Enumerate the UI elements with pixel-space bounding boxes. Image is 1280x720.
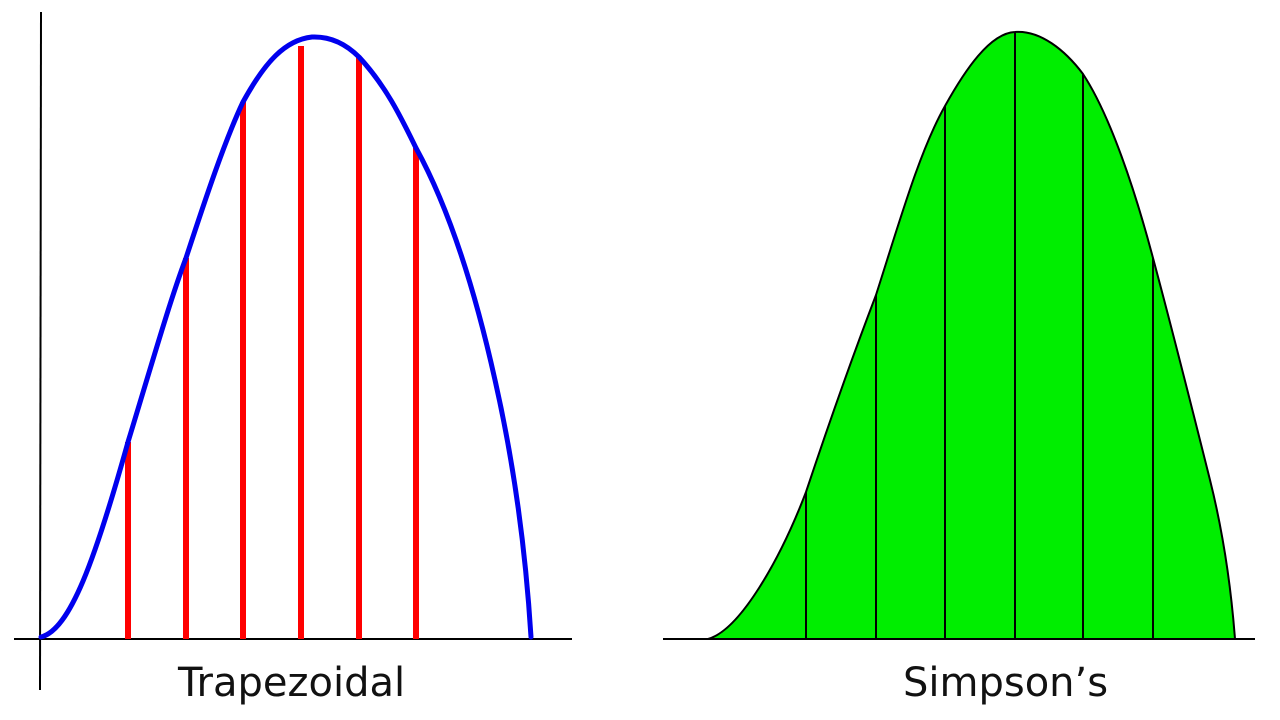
simpsons-panel [663, 30, 1255, 640]
simpsons-area [707, 30, 1237, 640]
trapezoidal-curve [38, 34, 534, 640]
trapezoidal-panel [14, 11, 572, 691]
trapezoidal-y-axis [39, 11, 42, 691]
trapezoidal-ordinates [125, 46, 419, 639]
simpsons-ordinates [805, 32, 1154, 639]
trapezoidal-label: Trapezoidal [178, 660, 406, 706]
simpsons-label: Simpson’s [903, 660, 1109, 706]
